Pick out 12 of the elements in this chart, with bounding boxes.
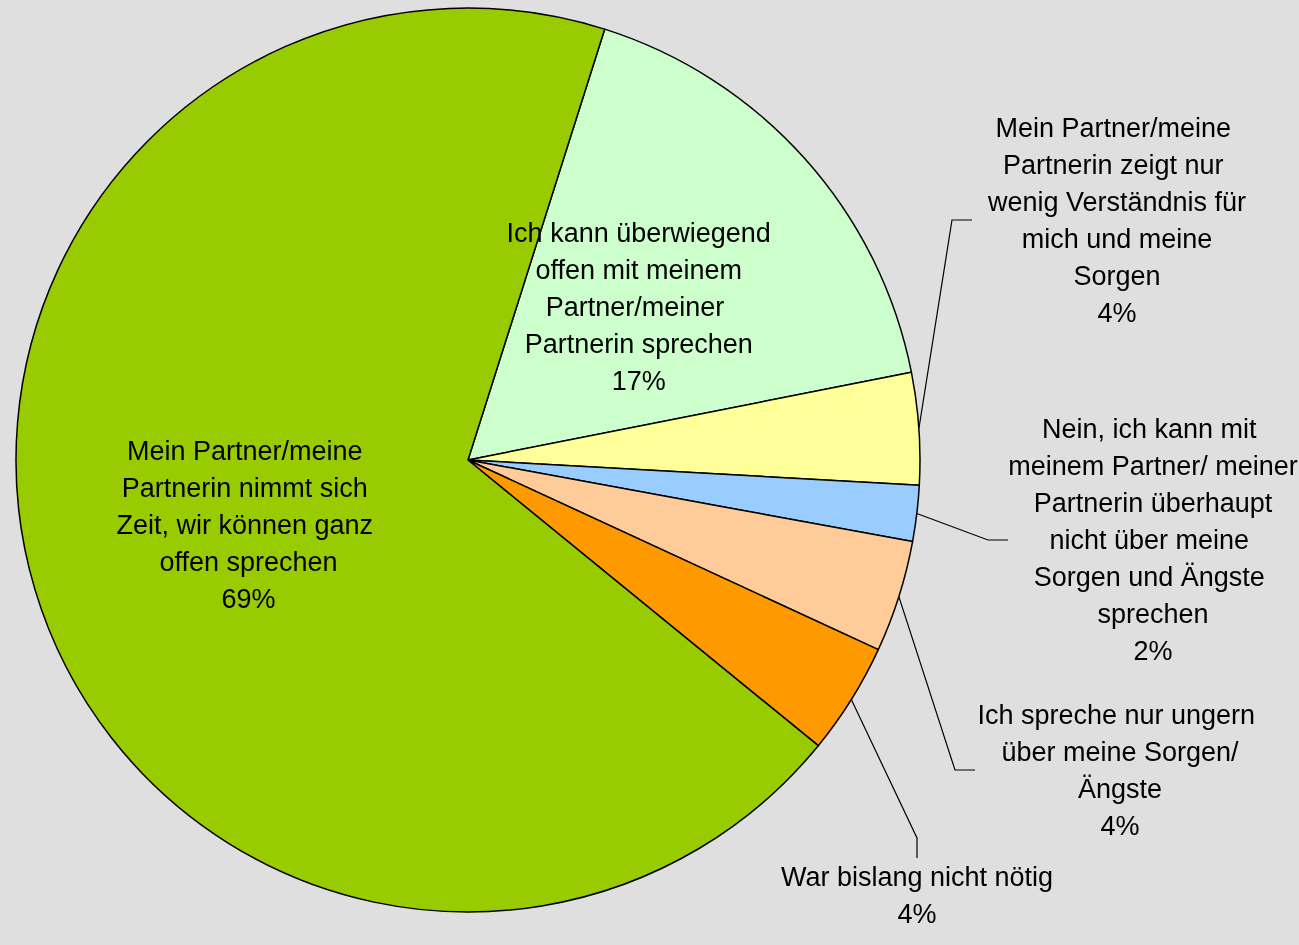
slice-label: Ich spreche nur ungern über meine Sorgen/Ängste [977, 699, 1263, 804]
data-label: 4% [897, 898, 937, 929]
slice-label: Mein Partner/meine Partnerin zeigt nur wenig Verständnis für mich und meine Sorgen [986, 112, 1247, 291]
data-label: 4% [1100, 810, 1140, 841]
slice-label: Ich kann überwiegend offen mit meinem Partner/meiner Partnerin sprechen [506, 218, 771, 360]
slice-label: War bislang nicht nötig [780, 861, 1054, 892]
slice-label: Mein Partner/meine Partnerin nimmt sich Zeit, wir können ganz offen sprechen [116, 436, 381, 578]
data-label: 2% [1133, 636, 1173, 666]
data-label: 17% [611, 366, 666, 397]
data-label: 69% [221, 584, 276, 615]
slice-label: Nein, ich kann mit meinem Partner/ meiner Partnerin überhaupt nicht über meine Sorgen und Ängste sprechen [1008, 414, 1298, 629]
data-label: 4% [1097, 297, 1137, 328]
